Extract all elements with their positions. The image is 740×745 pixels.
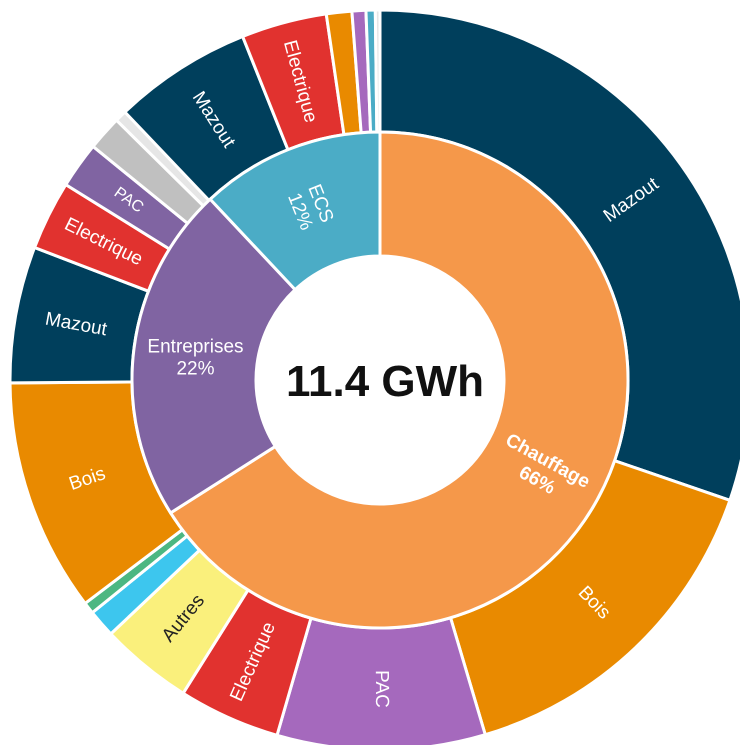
outer-label-pac: PAC <box>371 670 392 708</box>
center-total-label: 11.4 GWh <box>286 357 484 406</box>
inner-label-name: Entreprises <box>147 337 243 358</box>
outer-segment-ecs-unlabeled-18 <box>373 8 382 134</box>
inner-label-entreprises: Entreprises 22% <box>147 337 243 380</box>
outer-ring <box>8 8 740 745</box>
inner-label-percent: 22% <box>176 359 214 380</box>
center-hole <box>256 256 504 504</box>
inner-ring <box>130 130 630 630</box>
